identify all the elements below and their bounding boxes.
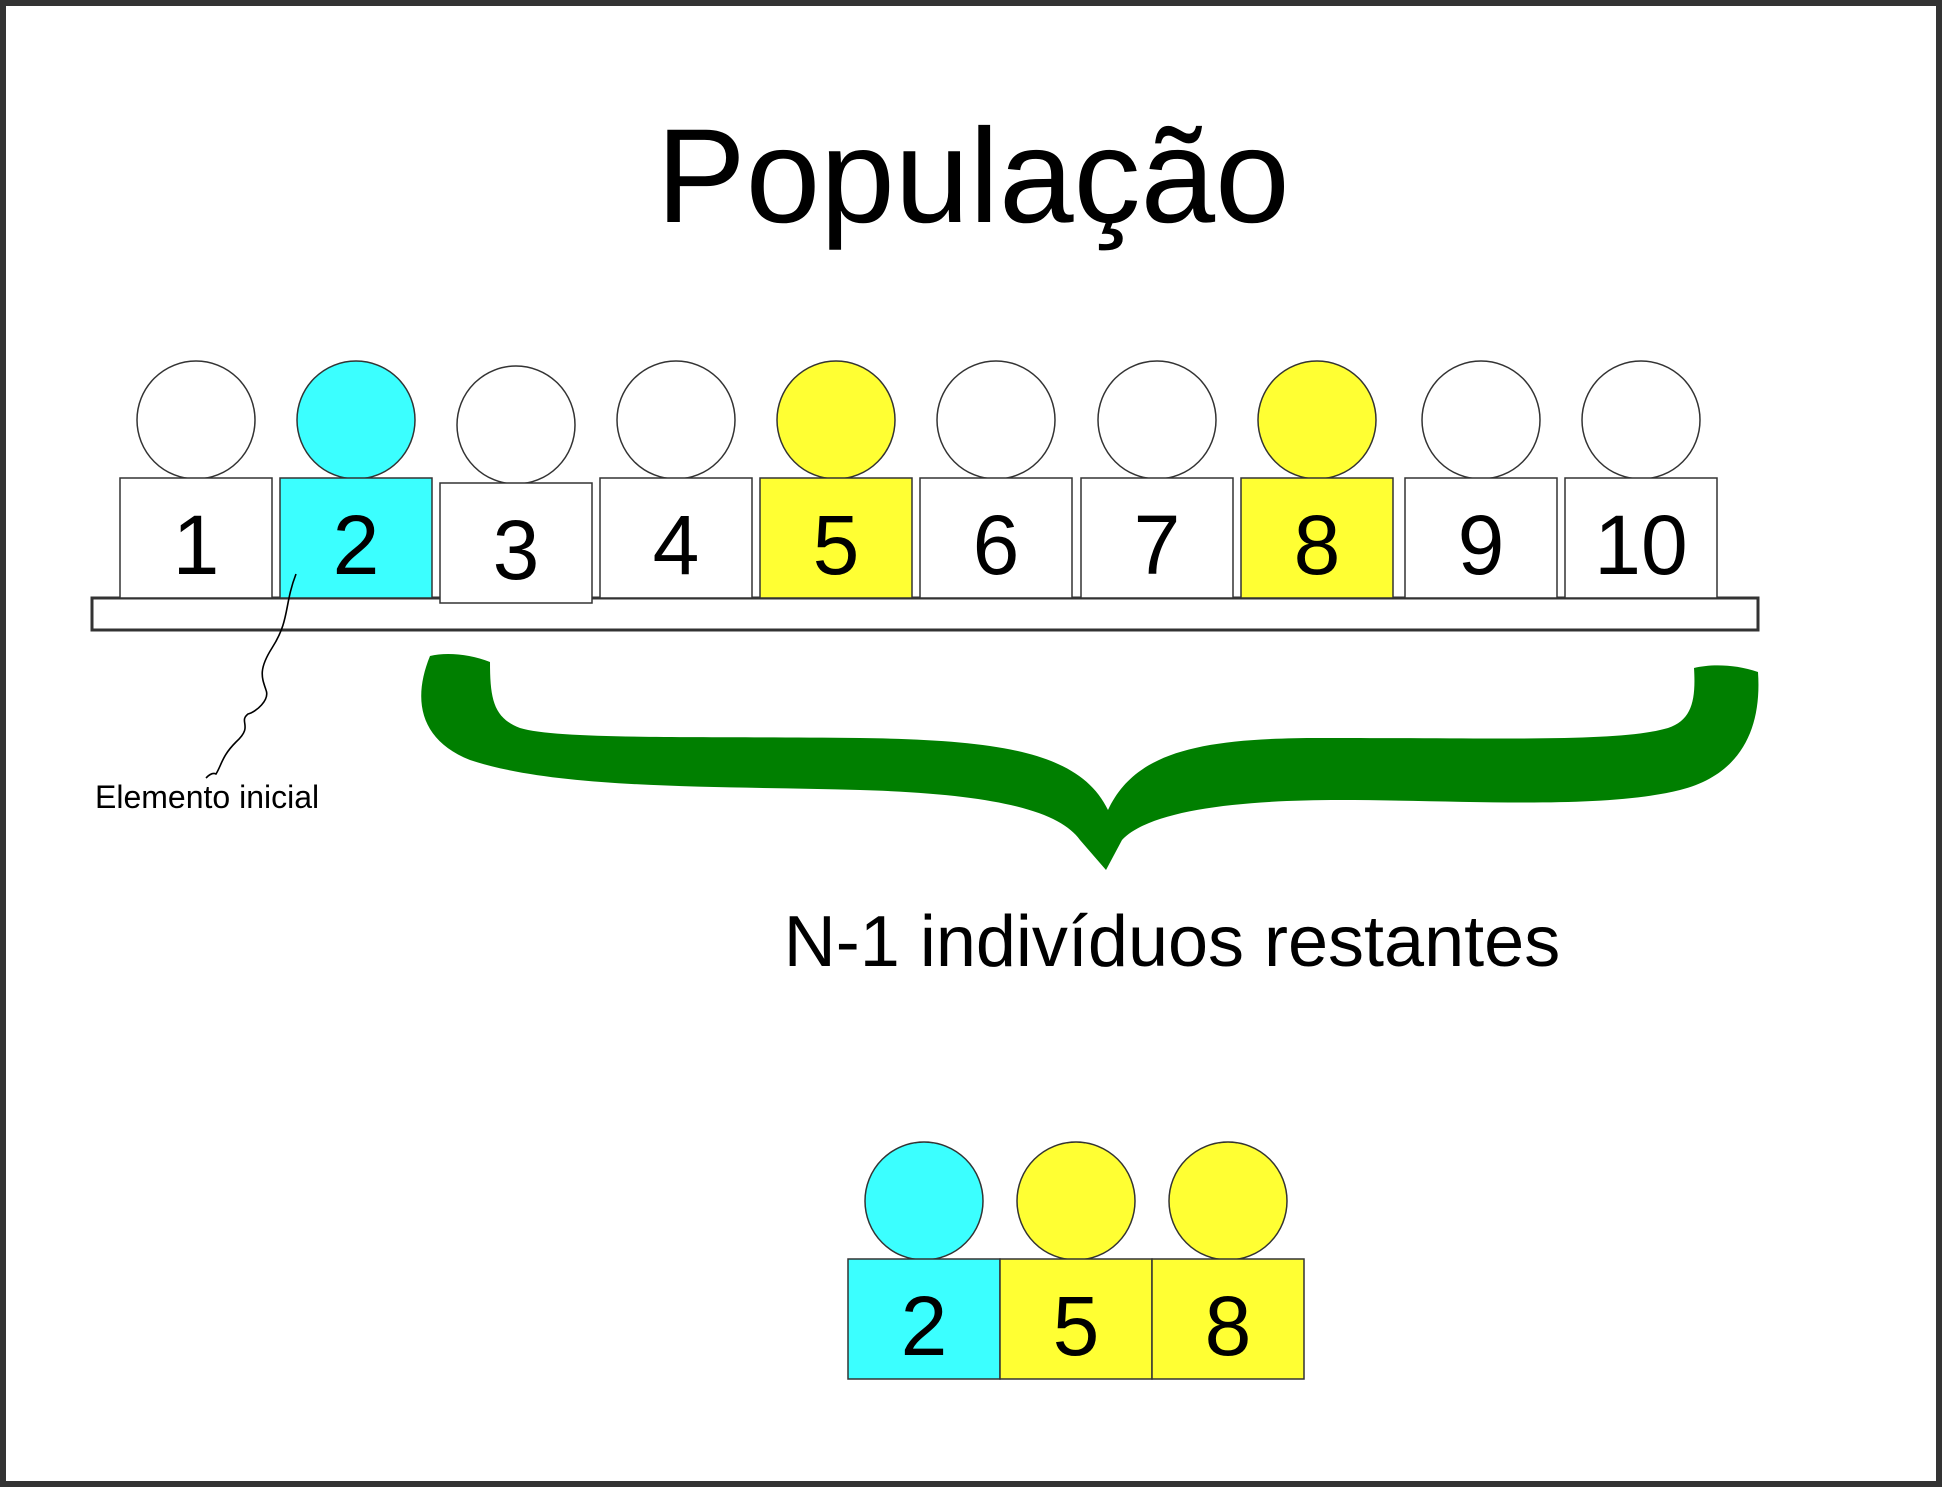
population-person-number: 1 [173,498,220,592]
population-person-number: 7 [1134,498,1181,592]
population-person-figure: 4 [599,360,753,599]
sample-row: 2 5 8 [847,1141,1305,1380]
population-person-figure: 1 [119,360,273,599]
initial-element-pointer [205,573,297,779]
population-person-number: 4 [653,498,700,592]
population-person-body [599,477,753,599]
population-person-body [759,477,913,599]
sample-person-figure: 2 [847,1141,1001,1380]
population-row: 1 2 3 4 5 6 7 8 9 10 [119,360,1718,604]
population-person-body [1080,477,1234,599]
sample-person-body [999,1258,1153,1380]
sample-person-body [847,1258,1001,1380]
population-person-figure: 6 [919,360,1073,599]
population-person-head [616,360,736,480]
population-person-head [1581,360,1701,480]
population-person-number: 5 [813,498,860,592]
population-person-head [936,360,1056,480]
population-person-head [456,365,576,485]
population-person-figure: 10 [1564,360,1718,599]
population-person-number: 10 [1594,498,1687,592]
sample-person-number: 8 [1205,1279,1252,1373]
population-person-number: 6 [973,498,1020,592]
remaining-individuals-label: N-1 indivíduos restantes [784,902,1560,982]
population-person-body [439,482,593,604]
population-person-figure: 5 [759,360,913,599]
sample-person-head [864,1141,984,1261]
population-person-body [919,477,1073,599]
population-person-body [1240,477,1394,599]
sample-person-figure: 8 [1151,1141,1305,1380]
population-person-body [119,477,273,599]
population-person-figure: 9 [1404,360,1558,599]
population-person-head [1257,360,1377,480]
population-person-figure: 3 [439,365,593,604]
remaining-individuals-brace [421,654,1759,870]
population-person-body [279,477,433,599]
sample-person-head [1016,1141,1136,1261]
population-person-head [776,360,896,480]
page-title: População [656,102,1289,251]
initial-element-label: Elemento inicial [95,779,319,815]
sample-person-number: 5 [1053,1279,1100,1373]
population-person-figure: 7 [1080,360,1234,599]
population-person-body [1404,477,1558,599]
population-shelf [90,596,1760,632]
population-person-head [296,360,416,480]
population-person-number: 8 [1294,498,1341,592]
population-person-figure: 8 [1240,360,1394,599]
sample-person-number: 2 [901,1279,948,1373]
population-person-number: 2 [333,498,380,592]
population-person-figure: 2 [279,360,433,599]
population-person-number: 9 [1458,498,1505,592]
population-person-body [1564,477,1718,599]
sample-person-figure: 5 [999,1141,1153,1380]
population-person-head [1421,360,1541,480]
sample-person-body [1151,1258,1305,1380]
population-person-number: 3 [493,503,540,597]
sample-person-head [1168,1141,1288,1261]
population-person-head [1097,360,1217,480]
population-person-head [136,360,256,480]
